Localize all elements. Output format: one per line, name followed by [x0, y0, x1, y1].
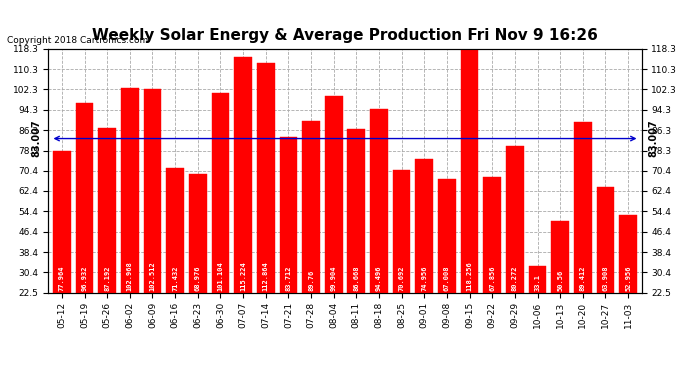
Bar [302, 122, 320, 292]
Bar [279, 137, 297, 292]
Text: 70.692: 70.692 [399, 266, 404, 291]
Text: 67.008: 67.008 [444, 266, 450, 291]
Bar [551, 221, 569, 292]
Bar [597, 187, 614, 292]
Text: 74.956: 74.956 [422, 266, 427, 291]
Bar [620, 215, 637, 292]
Text: 102.512: 102.512 [150, 261, 155, 291]
Bar [484, 177, 501, 292]
Text: 118.256: 118.256 [466, 261, 473, 291]
Text: 83.007: 83.007 [32, 120, 41, 158]
Text: 102.968: 102.968 [127, 261, 133, 291]
Bar [121, 88, 139, 292]
Bar [529, 266, 546, 292]
Text: 77.964: 77.964 [59, 266, 65, 291]
Text: 115.224: 115.224 [240, 261, 246, 291]
Text: 68.976: 68.976 [195, 266, 201, 291]
Text: 52.956: 52.956 [625, 266, 631, 291]
Bar [325, 96, 342, 292]
Bar [212, 93, 229, 292]
Bar [393, 170, 411, 292]
Text: 101.104: 101.104 [217, 261, 224, 291]
Text: 71.432: 71.432 [172, 266, 178, 291]
Text: 94.496: 94.496 [376, 266, 382, 291]
Bar [166, 168, 184, 292]
Bar [234, 57, 252, 292]
Text: 83.712: 83.712 [286, 266, 291, 291]
Bar [438, 179, 456, 292]
Bar [257, 63, 275, 292]
Text: 86.668: 86.668 [353, 266, 359, 291]
Bar [370, 110, 388, 292]
Bar [76, 103, 93, 292]
Bar [53, 152, 70, 292]
Bar [574, 122, 591, 292]
Bar [99, 128, 116, 292]
Text: 83.007: 83.007 [649, 120, 658, 158]
Bar [415, 159, 433, 292]
Text: 89.76: 89.76 [308, 270, 314, 291]
Text: 50.56: 50.56 [557, 270, 563, 291]
Bar [189, 174, 206, 292]
Text: 67.856: 67.856 [489, 266, 495, 291]
Text: 89.412: 89.412 [580, 266, 586, 291]
Text: 112.864: 112.864 [263, 261, 268, 291]
Text: Copyright 2018 Cartronics.com: Copyright 2018 Cartronics.com [7, 36, 148, 45]
Title: Weekly Solar Energy & Average Production Fri Nov 9 16:26: Weekly Solar Energy & Average Production… [92, 28, 598, 44]
Bar [348, 129, 365, 292]
Bar [144, 89, 161, 292]
Text: 96.932: 96.932 [81, 266, 88, 291]
Text: 87.192: 87.192 [104, 266, 110, 291]
Bar [506, 146, 524, 292]
Text: 99.904: 99.904 [331, 266, 337, 291]
Text: 33.1: 33.1 [535, 274, 540, 291]
Bar [461, 49, 478, 292]
Text: 80.272: 80.272 [512, 266, 518, 291]
Text: 63.908: 63.908 [602, 266, 609, 291]
